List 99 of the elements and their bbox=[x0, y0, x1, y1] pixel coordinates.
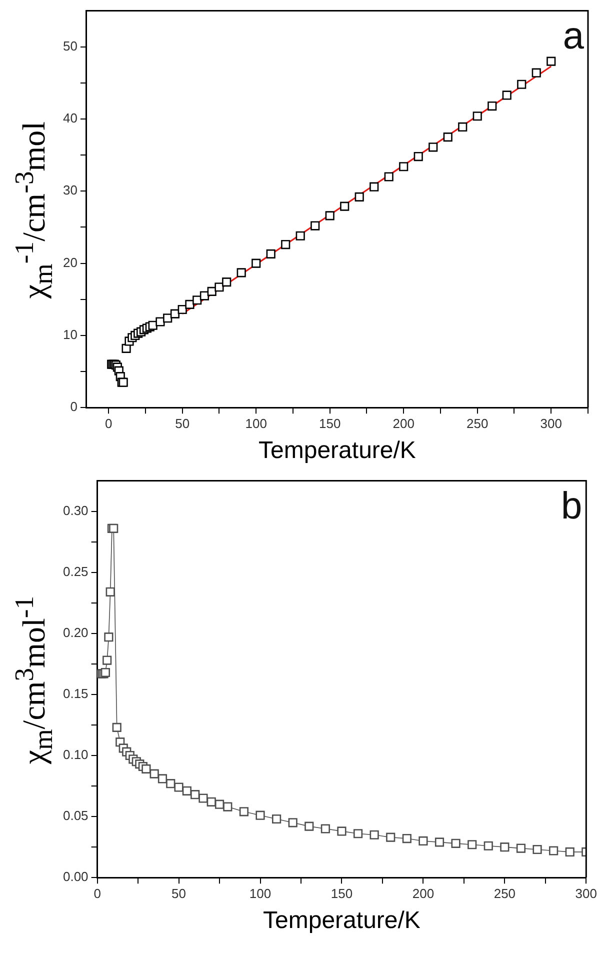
point bbox=[340, 202, 350, 211]
x-tick-label: 100 bbox=[245, 416, 267, 431]
point bbox=[106, 587, 115, 596]
point bbox=[104, 632, 114, 642]
point bbox=[223, 802, 232, 812]
point bbox=[150, 769, 159, 778]
point bbox=[272, 814, 282, 824]
point bbox=[565, 847, 574, 856]
point bbox=[353, 829, 363, 838]
y-tick-label: 0.30 bbox=[62, 502, 88, 518]
point bbox=[384, 172, 394, 182]
annotation: a bbox=[562, 15, 585, 58]
point bbox=[102, 656, 112, 665]
point bbox=[142, 764, 151, 774]
point bbox=[325, 211, 334, 220]
point bbox=[156, 317, 165, 326]
point bbox=[386, 832, 396, 842]
x-tick-label: 100 bbox=[249, 886, 272, 901]
point bbox=[488, 101, 497, 111]
point bbox=[174, 782, 184, 792]
point bbox=[468, 840, 477, 850]
x-tick-label: 0 bbox=[104, 416, 112, 431]
point bbox=[304, 822, 314, 831]
point bbox=[370, 830, 379, 840]
y-tick-label: 0.20 bbox=[62, 624, 88, 640]
x-tick-label: 50 bbox=[172, 886, 186, 901]
x-tick-label: 50 bbox=[175, 416, 190, 431]
point bbox=[256, 810, 265, 820]
point bbox=[516, 844, 526, 853]
point bbox=[418, 836, 428, 846]
point bbox=[472, 112, 482, 121]
point bbox=[266, 249, 276, 258]
point bbox=[532, 68, 541, 78]
y-tick-label: 40 bbox=[62, 110, 78, 126]
point bbox=[200, 291, 210, 300]
point bbox=[546, 56, 556, 66]
annotation: b bbox=[561, 485, 582, 528]
x-tick-label: 300 bbox=[575, 886, 598, 901]
point bbox=[310, 221, 320, 230]
point bbox=[198, 794, 208, 803]
point bbox=[239, 807, 248, 816]
point bbox=[549, 846, 558, 856]
point bbox=[214, 282, 224, 292]
y-tick-label: 30 bbox=[62, 182, 78, 198]
x-axis-title: Temperature/K bbox=[258, 437, 416, 464]
point bbox=[158, 774, 168, 784]
y-tick-label: 0 bbox=[70, 399, 78, 414]
x-tick-label: 0 bbox=[94, 886, 101, 901]
x-tick-label: 200 bbox=[392, 416, 414, 431]
point bbox=[414, 152, 423, 162]
y-tick-label: 20 bbox=[62, 254, 78, 270]
point bbox=[222, 278, 232, 287]
x-axis-title: Temperature/K bbox=[263, 907, 420, 934]
point bbox=[112, 722, 122, 732]
point bbox=[122, 344, 131, 353]
point bbox=[434, 838, 444, 847]
y-tick-label: 50 bbox=[62, 38, 78, 54]
point bbox=[443, 132, 452, 142]
point bbox=[236, 268, 246, 278]
point bbox=[399, 162, 408, 172]
x-tick-label: 250 bbox=[466, 416, 488, 431]
x-tick-label: 200 bbox=[412, 886, 434, 901]
point bbox=[214, 800, 224, 809]
point bbox=[502, 90, 512, 100]
point bbox=[170, 309, 180, 318]
point bbox=[206, 797, 216, 806]
y-tick-label: 0.10 bbox=[62, 747, 88, 762]
point bbox=[354, 192, 364, 202]
point bbox=[517, 80, 526, 89]
point bbox=[402, 834, 412, 844]
point bbox=[370, 182, 379, 192]
point bbox=[163, 314, 172, 323]
point bbox=[428, 142, 438, 152]
point bbox=[281, 240, 290, 250]
point bbox=[532, 844, 542, 854]
point bbox=[296, 231, 305, 240]
point bbox=[166, 779, 176, 788]
x-tick-label: 150 bbox=[330, 886, 353, 901]
point bbox=[484, 841, 493, 850]
point bbox=[337, 826, 346, 836]
y-tick-label: 10 bbox=[62, 327, 78, 342]
x-tick-label: 150 bbox=[319, 416, 341, 431]
point bbox=[451, 838, 460, 848]
point bbox=[192, 296, 202, 305]
point bbox=[458, 122, 468, 132]
point bbox=[288, 818, 298, 828]
y-tick-label: 0.00 bbox=[62, 869, 88, 884]
y-tick-label: 0.15 bbox=[62, 686, 88, 702]
point bbox=[190, 790, 200, 800]
x-tick-label: 300 bbox=[540, 416, 562, 431]
point bbox=[185, 300, 194, 309]
x-tick-label: 250 bbox=[494, 886, 516, 901]
y-tick-label: 0.25 bbox=[62, 564, 88, 579]
point bbox=[500, 842, 510, 852]
point bbox=[320, 824, 330, 834]
point bbox=[182, 786, 192, 796]
y-tick-label: 0.05 bbox=[62, 808, 88, 824]
point bbox=[252, 258, 261, 268]
point bbox=[178, 304, 187, 314]
